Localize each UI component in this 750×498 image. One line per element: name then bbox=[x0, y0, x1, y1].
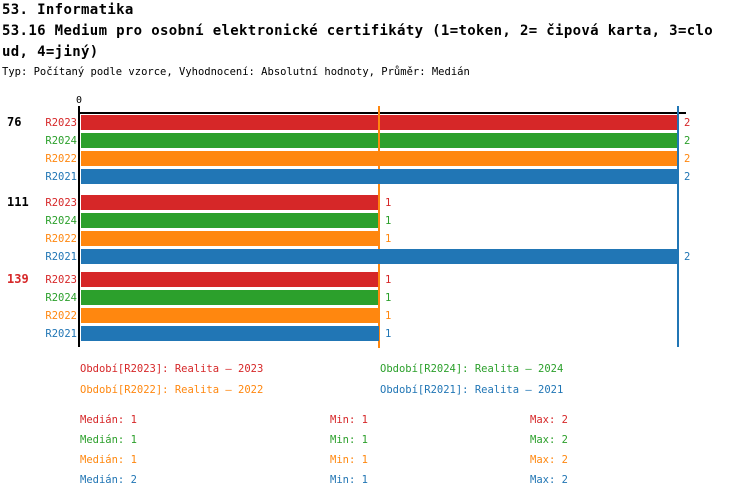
bar-value-111-R2022: 1 bbox=[385, 233, 392, 245]
bar-111-R2022 bbox=[81, 231, 379, 246]
series-label-R2023: R2023 bbox=[45, 274, 77, 286]
legend-item-r2022: Období[R2022]: Realita – 2022 bbox=[80, 384, 264, 396]
bar-111-R2024 bbox=[81, 213, 379, 228]
series-label-R2024: R2024 bbox=[45, 292, 77, 304]
bar-value-111-R2024: 1 bbox=[385, 215, 392, 227]
bar-value-76-R2022: 2 bbox=[684, 153, 691, 165]
series-label-R2022: R2022 bbox=[45, 153, 77, 165]
stat-median-r2021: Medián: 2 bbox=[80, 474, 137, 486]
bar-111-R2023 bbox=[81, 195, 379, 210]
section-title: 53. Informatika bbox=[2, 2, 134, 18]
stat-min-r2023: Min: 1 bbox=[330, 414, 368, 426]
bar-value-111-R2023: 1 bbox=[385, 197, 392, 209]
bar-value-139-R2023: 1 bbox=[385, 274, 392, 286]
stat-median-r2023: Medián: 1 bbox=[80, 414, 137, 426]
series-label-R2022: R2022 bbox=[45, 233, 77, 245]
median-line-r2022 bbox=[378, 106, 380, 348]
question-title-line2: ud, 4=jiný) bbox=[2, 44, 99, 60]
bar-139-R2022 bbox=[81, 308, 379, 323]
question-meta: Typ: Počítaný podle vzorce, Vyhodnocení:… bbox=[2, 66, 470, 78]
stat-median-r2024: Medián: 1 bbox=[80, 434, 137, 446]
stat-max-r2024: Max: 2 bbox=[530, 434, 568, 446]
bar-value-111-R2021: 2 bbox=[684, 251, 691, 263]
question-title-line1: 53.16 Medium pro osobní elektronické cer… bbox=[2, 23, 714, 39]
stat-min-r2021: Min: 1 bbox=[330, 474, 368, 486]
median-line-r2021 bbox=[677, 106, 679, 347]
series-label-R2024: R2024 bbox=[45, 215, 77, 227]
series-label-R2022: R2022 bbox=[45, 310, 77, 322]
y-axis-line bbox=[78, 106, 80, 347]
group-label-139: 139 bbox=[7, 272, 29, 286]
bar-value-76-R2021: 2 bbox=[684, 171, 691, 183]
legend-item-r2021: Období[R2021]: Realita – 2021 bbox=[380, 384, 564, 396]
bar-139-R2024 bbox=[81, 290, 379, 305]
x-axis-line bbox=[78, 112, 686, 114]
bar-139-R2021 bbox=[81, 326, 379, 341]
stat-max-r2023: Max: 2 bbox=[530, 414, 568, 426]
series-label-R2023: R2023 bbox=[45, 197, 77, 209]
legend-item-r2023: Období[R2023]: Realita – 2023 bbox=[80, 363, 264, 375]
bar-value-139-R2021: 1 bbox=[385, 328, 392, 340]
x-axis-tick-label-0: 0 bbox=[75, 95, 83, 106]
series-label-R2021: R2021 bbox=[45, 328, 77, 340]
series-label-R2021: R2021 bbox=[45, 251, 77, 263]
bar-value-76-R2023: 2 bbox=[684, 117, 691, 129]
bar-value-139-R2024: 1 bbox=[385, 292, 392, 304]
group-label-76: 76 bbox=[7, 115, 22, 129]
stat-median-r2022: Medián: 1 bbox=[80, 454, 137, 466]
bar-76-R2021 bbox=[81, 169, 678, 184]
group-label-111: 111 bbox=[7, 195, 29, 209]
stat-min-r2024: Min: 1 bbox=[330, 434, 368, 446]
series-label-R2024: R2024 bbox=[45, 135, 77, 147]
legend-item-r2024: Období[R2024]: Realita – 2024 bbox=[380, 363, 564, 375]
bar-value-139-R2022: 1 bbox=[385, 310, 392, 322]
stat-max-r2021: Max: 2 bbox=[530, 474, 568, 486]
stat-min-r2022: Min: 1 bbox=[330, 454, 368, 466]
bar-111-R2021 bbox=[81, 249, 678, 264]
bar-value-76-R2024: 2 bbox=[684, 135, 691, 147]
series-label-R2023: R2023 bbox=[45, 117, 77, 129]
stat-max-r2022: Max: 2 bbox=[530, 454, 568, 466]
series-label-R2021: R2021 bbox=[45, 171, 77, 183]
bar-139-R2023 bbox=[81, 272, 379, 287]
